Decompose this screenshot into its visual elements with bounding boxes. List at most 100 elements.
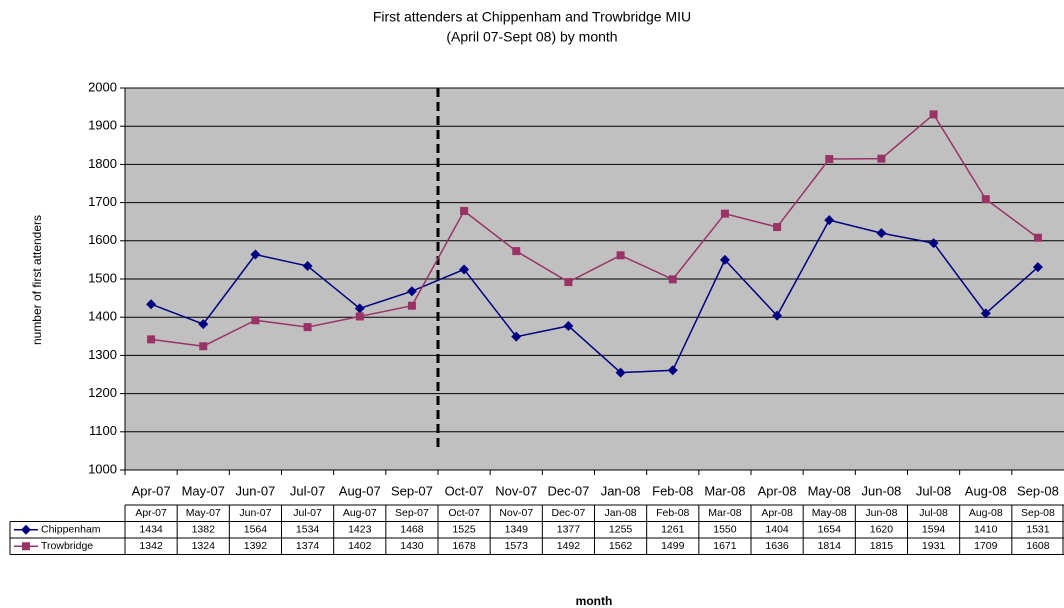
table-header: Jul-08: [919, 507, 948, 519]
y-tick-label: 1400: [88, 309, 117, 324]
point: [459, 264, 470, 275]
table-cell: 1404: [765, 524, 789, 536]
table-cell: 1531: [1026, 524, 1050, 536]
chart-subtitle: (April 07-Sept 08) by month: [446, 29, 617, 45]
table-header: Apr-08: [761, 507, 793, 519]
point: [825, 155, 834, 164]
x-tick-label: Oct-07: [445, 483, 484, 498]
point: [981, 195, 990, 204]
point: [824, 215, 835, 226]
point: [355, 312, 364, 321]
table-header: Nov-07: [499, 507, 533, 519]
x-tick-label: Jan-08: [601, 483, 641, 498]
legend-marker: [22, 542, 30, 551]
table-cell: 1423: [348, 524, 372, 536]
point: [563, 320, 574, 331]
table-cell: 1255: [609, 524, 633, 536]
legend-marker: [21, 524, 31, 535]
x-tick-label: Feb-08: [652, 483, 693, 498]
table-cell: 1261: [661, 524, 685, 536]
table-cell: 1342: [139, 540, 163, 552]
x-tick-label: Dec-07: [547, 483, 589, 498]
legend-label: Trowbridge: [41, 540, 93, 552]
x-tick-label: Sep-08: [1017, 483, 1059, 498]
table-cell: 1671: [713, 540, 737, 552]
point: [251, 316, 260, 325]
table-cell: 1349: [505, 524, 529, 536]
y-tick-label: 1000: [88, 461, 117, 476]
table-cell: 1594: [922, 524, 946, 536]
table-header: Aug-07: [343, 507, 377, 519]
point: [512, 247, 521, 256]
table-header: Sep-08: [1021, 507, 1055, 519]
table-header: Jun-07: [239, 507, 271, 519]
table-cell: 1814: [818, 540, 842, 552]
point: [1032, 262, 1043, 273]
y-tick-label: 1900: [88, 118, 117, 133]
table-cell: 1678: [452, 540, 476, 552]
point: [407, 301, 416, 310]
point: [772, 310, 783, 321]
x-tick-label: Aug-08: [965, 483, 1007, 498]
table-cell: 1377: [557, 524, 581, 536]
point: [928, 238, 939, 249]
table-cell: 1931: [922, 540, 946, 552]
y-tick-label: 1100: [89, 423, 117, 438]
x-axis-label: month: [576, 594, 613, 608]
x-tick-label: Jul-07: [290, 483, 325, 498]
point: [667, 365, 678, 376]
point: [719, 254, 730, 265]
point: [668, 275, 677, 284]
y-tick-label: 1500: [88, 270, 117, 285]
line: [150, 113, 1039, 348]
table-cell: 1562: [609, 540, 633, 552]
point: [303, 323, 312, 332]
line: [150, 219, 1039, 374]
x-tick-label: Sep-07: [391, 483, 433, 498]
table-header: Jul-07: [293, 507, 322, 519]
x-tick-label: Jul-08: [916, 483, 951, 498]
point: [199, 342, 208, 351]
point: [250, 249, 261, 260]
point: [564, 278, 573, 287]
y-tick-label: 1600: [88, 232, 117, 247]
table-cell: 1709: [974, 540, 998, 552]
chart-title: First attenders at Chippenham and Trowbr…: [373, 9, 691, 25]
table-cell: 1525: [452, 524, 476, 536]
table-header: May-07: [186, 507, 221, 519]
point: [616, 251, 625, 260]
point: [146, 299, 157, 310]
point: [460, 207, 469, 216]
table-header: Mar-08: [708, 507, 741, 519]
x-tick-label: Apr-07: [132, 483, 171, 498]
legend-label: Chippenham: [41, 524, 101, 536]
table-cell: 1410: [974, 524, 998, 536]
point: [302, 261, 313, 272]
point: [615, 367, 626, 378]
point: [406, 286, 417, 297]
table-header: Jan-08: [605, 507, 637, 519]
table-cell: 1608: [1026, 540, 1050, 552]
point: [773, 223, 782, 232]
x-tick-label: May-08: [808, 483, 851, 498]
table-cell: 1430: [400, 540, 424, 552]
table-cell: 1382: [192, 524, 216, 536]
point: [877, 154, 886, 163]
table-header: May-08: [812, 507, 847, 519]
table-header: Oct-07: [448, 507, 480, 519]
y-tick-label: 1700: [88, 194, 117, 209]
y-axis-label: number of first attenders: [30, 215, 44, 345]
table-header: Feb-08: [656, 507, 689, 519]
point: [929, 110, 938, 119]
table-cell: 1392: [244, 540, 268, 552]
table-header: Apr-07: [135, 507, 167, 519]
table-cell: 1534: [296, 524, 320, 536]
x-tick-label: Aug-07: [339, 483, 381, 498]
table-cell: 1550: [713, 524, 737, 536]
table-header: Aug-08: [969, 507, 1003, 519]
point: [876, 228, 887, 239]
point: [980, 308, 991, 319]
table-cell: 1499: [661, 540, 685, 552]
table-cell: 1654: [818, 524, 842, 536]
